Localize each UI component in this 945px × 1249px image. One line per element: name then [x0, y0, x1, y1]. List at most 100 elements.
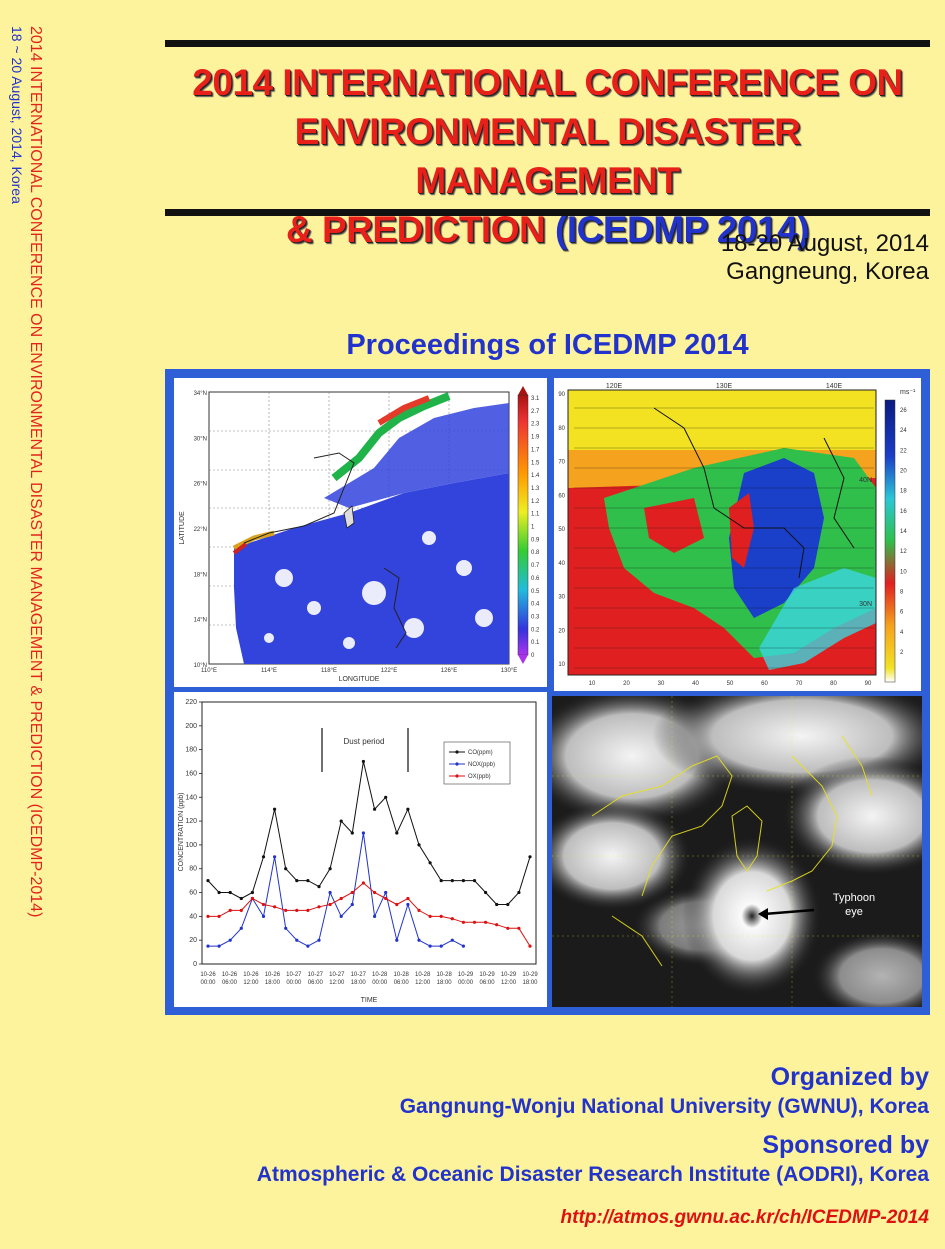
aerosol-colorbar — [517, 386, 529, 664]
legend-label: NOX(ppb) — [468, 762, 495, 768]
aerosol-lon-tick: 122°E — [381, 668, 397, 674]
wind-bottom-tick: 50 — [727, 681, 734, 687]
data-point — [261, 855, 266, 859]
aerosol-colorbar-tick: 1.1 — [531, 512, 540, 518]
wind-lat-label: 30N — [859, 601, 872, 608]
data-point — [417, 908, 421, 912]
aerosol-colorbar-tick: 1 — [531, 525, 535, 531]
wind-colorbar-tick: 12 — [900, 549, 907, 555]
wind-left-tick: 70 — [558, 460, 565, 466]
wind-top-tick: 140E — [826, 383, 843, 390]
data-point — [217, 944, 221, 948]
series-line-coppm — [207, 761, 531, 905]
wind-left-tick: 90 — [558, 392, 565, 398]
data-point — [239, 926, 243, 930]
data-point — [239, 908, 243, 912]
data-point — [295, 908, 299, 912]
dust-x-tick: 10-29 12:00 — [501, 972, 517, 986]
dust-x-tick: 10-28 06:00 — [394, 972, 410, 986]
dust-chart-ylabel: CONCENTRATION (ppb) — [178, 793, 185, 872]
dust-x-tick: 10-26 06:00 — [222, 972, 238, 986]
data-point — [384, 896, 388, 901]
wind-colorbar-tick: 18 — [900, 489, 907, 495]
data-point — [317, 885, 321, 889]
data-point — [328, 867, 332, 871]
title-line-1: 2014 INTERNATIONAL CONFERENCE ON — [192, 62, 903, 103]
data-point — [395, 831, 399, 835]
aerosol-colorbar-tick: 3.1 — [531, 396, 540, 402]
data-point — [317, 905, 321, 909]
title-top-rule — [165, 40, 930, 47]
data-point — [495, 902, 499, 907]
aerosol-lat-tick: 26°N — [194, 482, 207, 488]
data-point — [239, 896, 243, 901]
dust-x-tick: 10-27 18:00 — [351, 972, 367, 986]
data-point — [395, 902, 399, 907]
wind-colorbar-tick: 24 — [900, 428, 907, 434]
aerosol-colorbar-tick: 1.7 — [531, 447, 540, 453]
data-point — [384, 890, 388, 895]
aerosol-lat-tick: 34°N — [194, 391, 207, 397]
dust-y-tick: 200 — [185, 723, 197, 730]
wind-colorbar-tick: 16 — [900, 509, 907, 515]
legend-label: CO(ppm) — [468, 750, 493, 756]
data-point — [361, 759, 365, 764]
data-point — [273, 855, 277, 859]
aerosol-colorbar-tick: 1.2 — [531, 499, 540, 505]
data-point — [528, 855, 532, 859]
data-point — [417, 843, 421, 847]
dust-x-tick: 10-27 12:00 — [329, 972, 345, 986]
data-point — [406, 896, 410, 901]
aerosol-lat-tick: 18°N — [194, 572, 207, 578]
wind-bottom-tick: 70 — [796, 681, 803, 687]
dust-y-tick: 180 — [185, 747, 197, 754]
aerosol-colorbar-tick: 1.9 — [531, 435, 540, 441]
aerosol-colorbar-tick: 0.8 — [531, 550, 540, 556]
dust-y-tick: 160 — [185, 770, 197, 777]
data-point — [261, 902, 266, 907]
series-line-noxppb — [208, 832, 464, 947]
aerosol-colorbar-tick: 1.4 — [531, 473, 540, 479]
wind-colorbar-tick: 8 — [900, 590, 904, 596]
data-point — [306, 879, 310, 883]
data-point — [506, 902, 510, 907]
data-point — [484, 890, 488, 895]
conference-url-link[interactable]: http://atmos.gwnu.ac.kr/ch/ICEDMP-2014 — [560, 1207, 929, 1228]
dust-x-tick: 10-28 00:00 — [372, 972, 388, 986]
data-point — [484, 920, 488, 924]
dust-x-tick: 10-26 18:00 — [265, 972, 281, 986]
wind-left-tick: 50 — [558, 527, 565, 533]
aerosol-lat-tick: 22°N — [194, 527, 207, 533]
wind-colorbar-tick: 26 — [900, 408, 907, 414]
wind-colorbar-tick: 10 — [900, 569, 907, 575]
data-point — [261, 914, 266, 918]
data-point — [273, 807, 277, 811]
dust-y-tick: 60 — [189, 890, 197, 897]
sponsored-by-label: Sponsored by — [762, 1131, 929, 1159]
aerosol-colorbar-tick: 0.2 — [531, 627, 540, 633]
data-point — [517, 926, 521, 930]
data-point — [250, 890, 254, 895]
dust-y-tick: 220 — [185, 699, 197, 706]
dust-x-tick: 10-26 00:00 — [200, 972, 216, 986]
data-point — [306, 944, 310, 948]
data-point — [373, 914, 377, 918]
aerosol-lon-tick: 110°E — [201, 668, 217, 674]
data-point — [228, 938, 232, 942]
aerosol-lat-tick: 30°N — [194, 436, 207, 442]
dust-y-tick: 40 — [189, 913, 197, 920]
data-point — [461, 879, 465, 883]
dust-y-tick: 100 — [185, 842, 197, 849]
data-point — [439, 944, 443, 948]
wind-colorbar-tick: 6 — [900, 610, 904, 616]
data-point — [306, 908, 310, 912]
typhoon-label-line2: eye — [845, 906, 863, 918]
data-point — [428, 861, 432, 865]
dust-x-tick: 10-27 06:00 — [308, 972, 324, 986]
sponsor-name: Atmospheric & Oceanic Disaster Research … — [256, 1163, 929, 1186]
aerosol-lon-tick: 114°E — [261, 668, 277, 674]
data-point — [472, 879, 477, 883]
data-point — [284, 908, 288, 912]
wind-colorbar — [884, 399, 896, 683]
aerosol-lat-tick: 14°N — [194, 618, 207, 624]
